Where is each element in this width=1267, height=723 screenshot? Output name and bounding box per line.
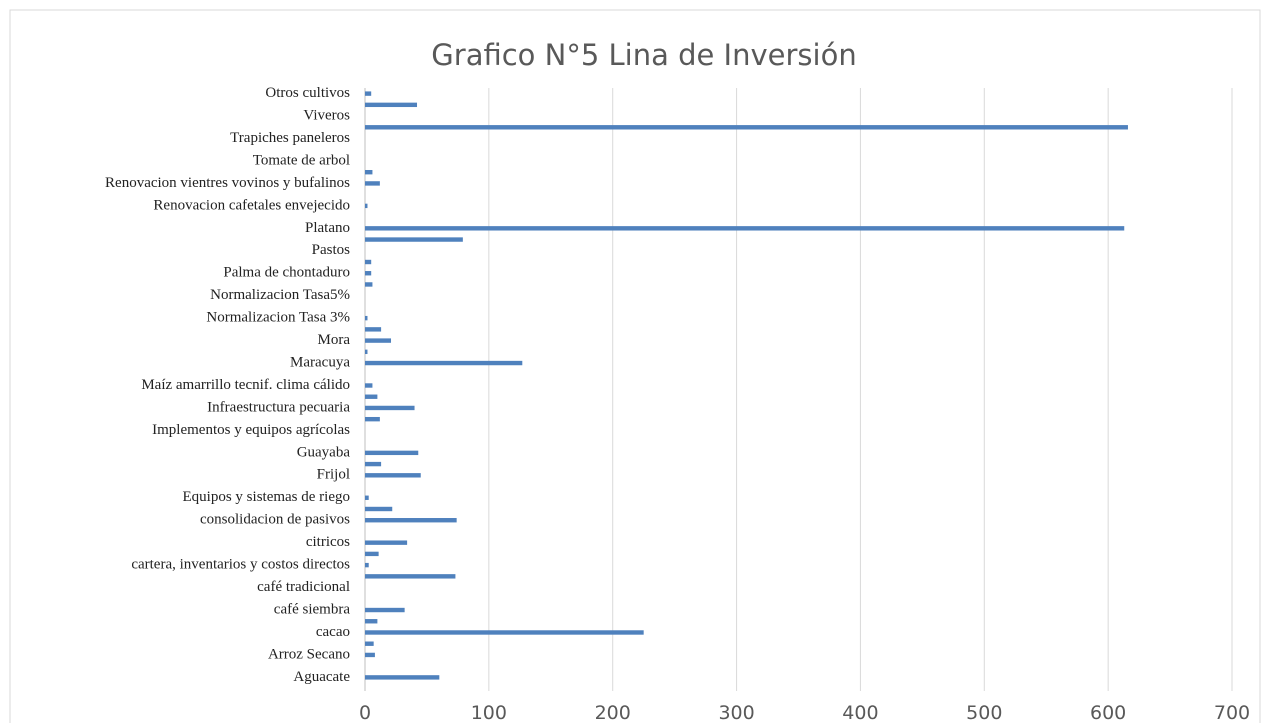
bar [365,226,1125,231]
y-tick-label: Tomate de arbol [253,152,350,168]
bar [365,259,372,265]
bar [365,461,382,467]
bar [365,327,382,332]
y-tick-label: Viveros [303,108,350,124]
y-tick-label: Mora [318,332,351,348]
y-tick-label: Platano [305,220,350,236]
bar [365,338,392,343]
y-tick-label: cartera, inventarios y costos directos [131,557,350,573]
bar [365,619,378,624]
y-tick-label: Normalizacion Tasa5% [210,287,350,303]
bar [365,675,440,680]
x-tick-label: 300 [718,702,754,723]
bar [365,271,372,276]
bar [365,203,368,209]
bar [365,315,368,321]
y-tick-label: Infraestructura pecuaria [207,399,350,415]
y-tick-label: Otros cultivos [265,85,350,101]
bar [365,416,380,422]
y-tick-label: Arroz Secano [268,646,350,662]
y-tick-label: café siembra [274,601,351,617]
y-tick-label: Frijol [317,467,350,483]
y-tick-label: Pastos [312,242,351,258]
y-tick-label: Palma de chontaduro [223,265,350,281]
y-tick-label: Trapiches paneleros [230,130,350,146]
bar [365,506,393,512]
bar [365,495,369,500]
bar [365,574,456,579]
y-tick-label: Maíz amarrillo tecnif. clima cálido [141,377,350,393]
y-tick-label: consolidacion de pasivos [200,512,350,528]
y-tick-label: Normalizacion Tasa 3% [206,310,350,326]
bar [365,518,457,523]
y-tick-label: Guayaba [297,444,351,460]
x-tick-label: 700 [1214,702,1250,723]
bar [365,562,369,568]
bar [365,607,405,613]
y-tick-label: citricos [306,534,350,550]
bar [365,237,463,242]
bar [365,125,1128,130]
bar [365,540,408,545]
chart-title: Grafico N°5 Lina de Inversión [431,38,856,72]
bar [365,349,368,355]
x-tick-label: 200 [595,702,631,723]
x-tick-label: 0 [359,702,371,723]
bar [365,383,373,388]
bar [365,551,379,557]
bar [365,473,421,478]
x-tick-label: 500 [966,702,1002,723]
bar [365,630,644,635]
bar [365,405,415,411]
y-tick-label: Implementos y equipos agrícolas [152,422,350,438]
y-tick-label: Equipos y sistemas de riego [183,489,350,505]
x-tick-label: 100 [471,702,507,723]
y-tick-label: Aguacate [293,669,350,685]
y-tick-label: Maracuya [290,354,350,370]
bar [365,91,372,96]
bar [365,181,380,186]
bar [365,282,373,287]
x-tick-label: 600 [1090,702,1126,723]
x-tick-label: 400 [842,702,878,723]
bar [365,450,419,456]
chart-frame [9,9,1261,723]
y-tick-label: Renovacion cafetales envejecido [153,197,350,213]
bar [365,102,418,108]
y-tick-label: Renovacion vientres vovinos y bufalinos [105,175,350,191]
y-tick-label: cacao [316,624,350,640]
bar [365,641,374,646]
bar [365,360,523,366]
bar [365,394,378,399]
y-tick-label: café tradicional [257,579,350,595]
bar [365,652,375,658]
bar [365,169,373,175]
